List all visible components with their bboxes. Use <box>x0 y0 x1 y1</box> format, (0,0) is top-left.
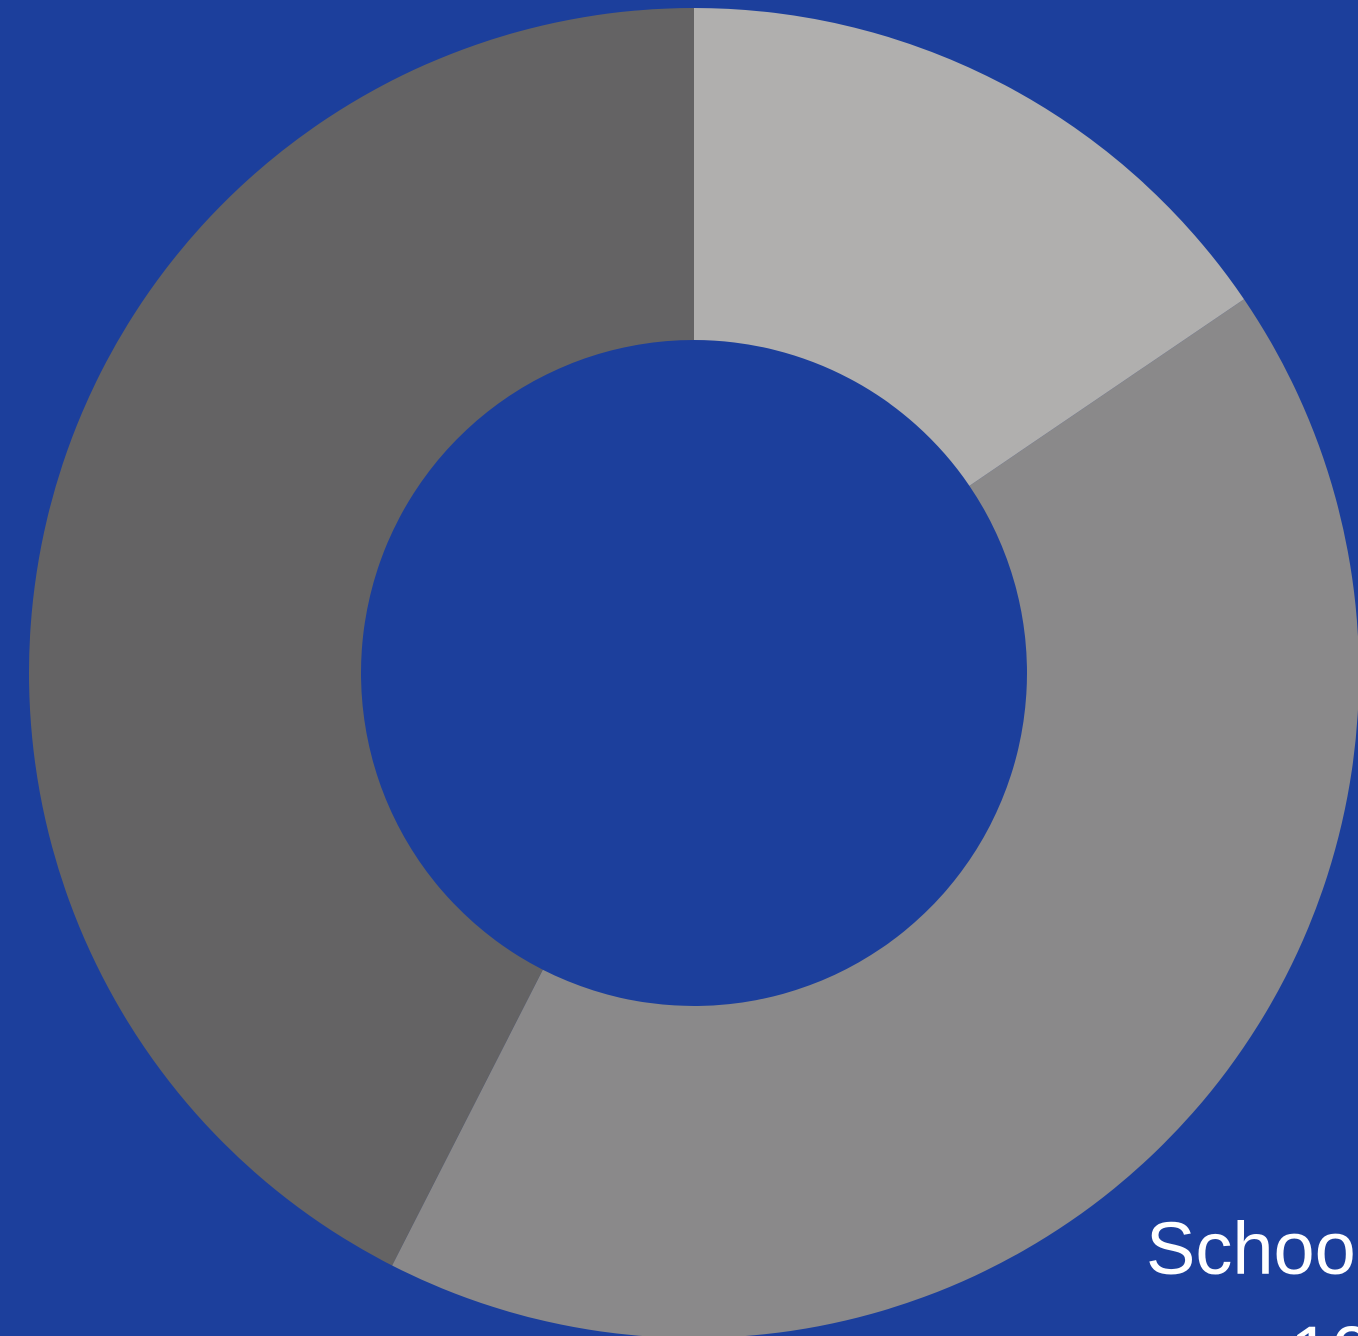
donut-slice-3 <box>29 8 695 1266</box>
donut-slice-2 <box>392 299 1358 1336</box>
slices-group <box>29 8 1358 1336</box>
donut-slice-1 <box>694 8 1245 486</box>
slice-label-partial: Schoo <box>1146 1207 1356 1290</box>
slice-value-partial: 10 <box>1290 1316 1358 1336</box>
